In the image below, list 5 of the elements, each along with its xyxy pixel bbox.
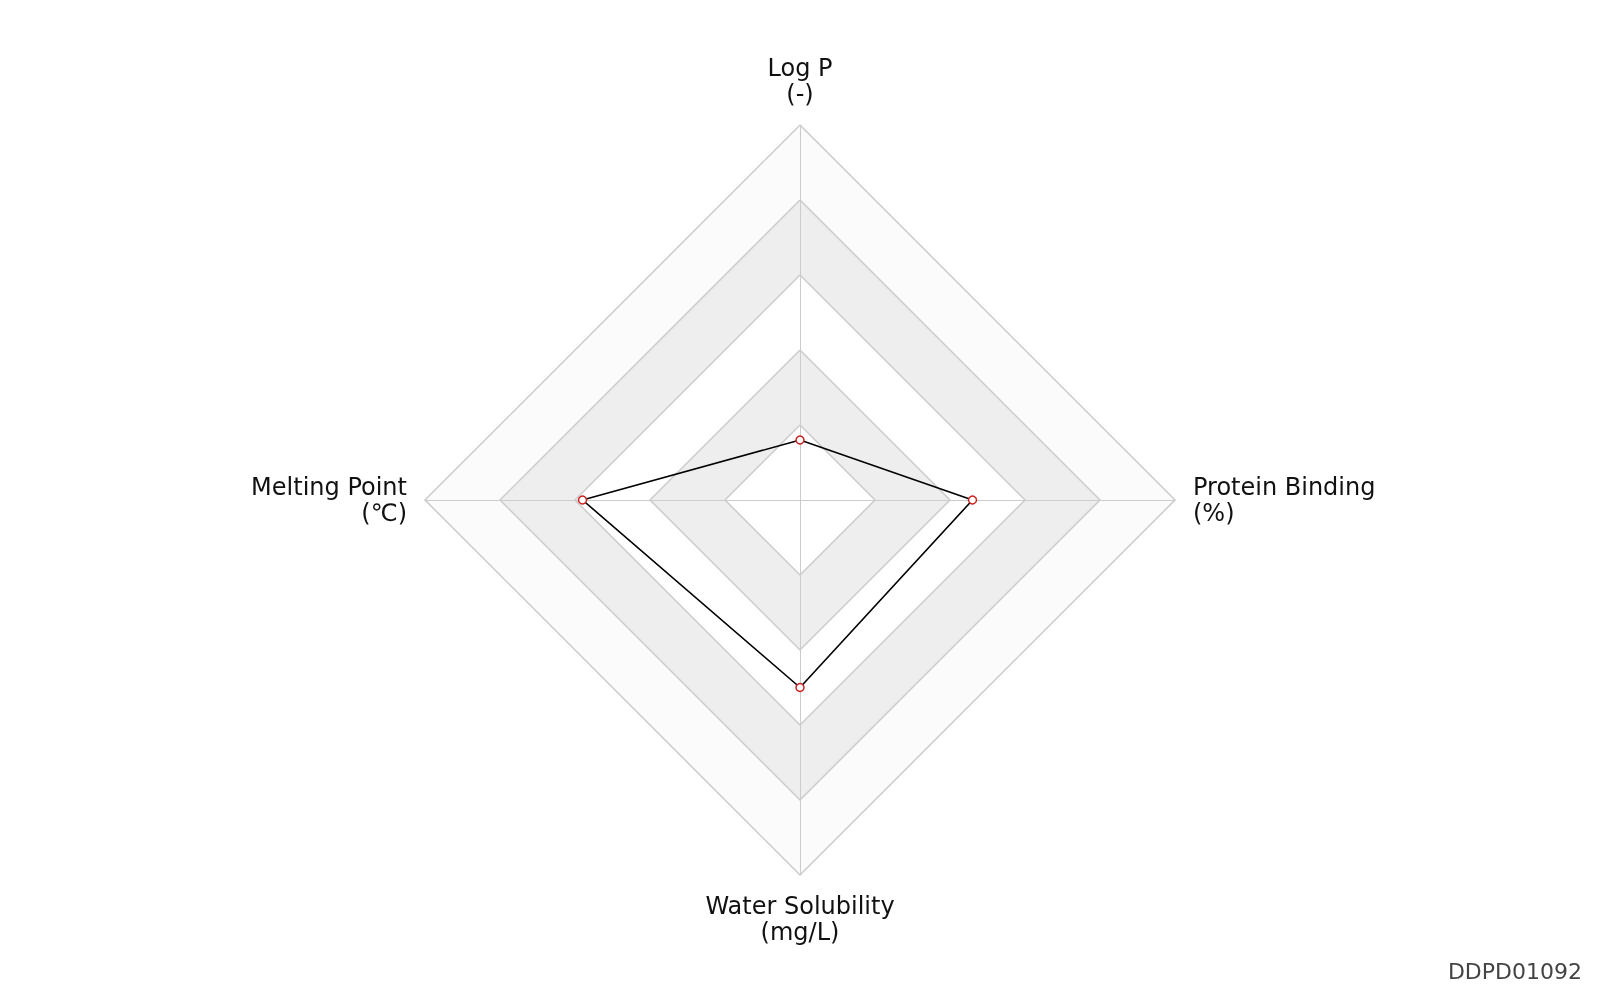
text: DDPD01092 — [1447, 958, 1582, 984]
spoke-label: Protein Binding (%) — [1193, 473, 1376, 527]
spoke-label: Melting Point (℃) — [251, 473, 407, 527]
spoke-label: Log P (-) — [767, 54, 833, 108]
spoke-label: Water Solubility (mg/L) — [705, 892, 895, 946]
